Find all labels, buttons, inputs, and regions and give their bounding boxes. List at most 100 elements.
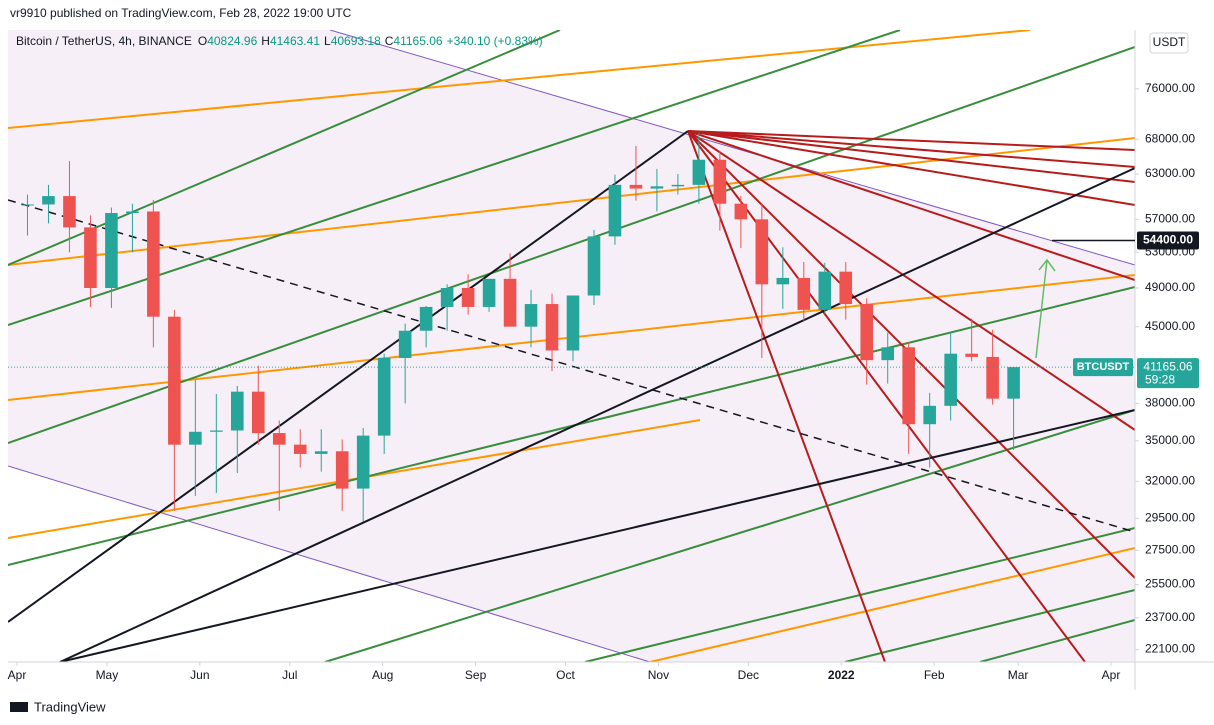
y-tick-label: 32000.00 — [1145, 474, 1195, 488]
candle-body — [189, 431, 202, 445]
candle-body — [839, 271, 853, 305]
legend-letter: O — [198, 34, 207, 48]
x-tick-label: Aug — [372, 668, 393, 682]
candle-body — [860, 304, 874, 361]
y-tick-label: 63000.00 — [1145, 166, 1195, 180]
candle-body — [923, 405, 936, 425]
candle-body — [105, 213, 118, 289]
candles — [21, 132, 1020, 522]
candle-body — [42, 196, 55, 205]
legend-letter: C — [385, 34, 394, 48]
candle-body — [965, 353, 978, 357]
legend-value: 41165.06 — [393, 34, 442, 48]
candle-body — [524, 304, 538, 327]
candle-body — [231, 391, 244, 431]
candle-body — [818, 271, 832, 310]
x-tick-label: Dec — [738, 668, 759, 682]
candle-body — [398, 330, 412, 358]
symbol: Bitcoin / TetherUS, 4h, BINANCE — [16, 34, 192, 48]
candle-body — [797, 277, 811, 310]
x-tick-label: Jul — [282, 668, 297, 682]
black-lines — [8, 130, 1135, 662]
legend-value: 40693.18 — [331, 34, 381, 48]
candle-body — [126, 211, 139, 214]
candle-body — [986, 356, 999, 399]
channel-lines — [8, 30, 1135, 662]
logo — [10, 702, 28, 712]
countdown: 59:28 — [1145, 372, 1175, 386]
candle-body — [650, 186, 664, 189]
x-tick-label: Apr — [1102, 668, 1121, 682]
arrow — [1035, 258, 1056, 359]
ohlc-legend: O 40824.96 H 41463.41 L 40693.18 C 41165.06 +340… — [198, 34, 543, 48]
candle-body — [734, 203, 748, 220]
y-tick-label: 23700.00 — [1145, 610, 1195, 624]
candle-body — [545, 304, 559, 351]
candle-body — [881, 347, 895, 361]
legend-letter: H — [261, 34, 270, 48]
header: vr9910 published on TradingView.com, Feb… — [10, 6, 352, 20]
y-tick-label: 35000.00 — [1145, 433, 1195, 447]
currency: USDT — [1153, 35, 1186, 49]
last-price-label: 41165.06 — [1143, 359, 1192, 373]
candle-body — [671, 184, 685, 187]
candle-body — [902, 347, 915, 425]
currency-button[interactable] — [1149, 32, 1189, 54]
candle-body — [713, 159, 727, 204]
candle-body — [377, 357, 391, 436]
candle-body — [755, 219, 769, 285]
candle-body — [566, 295, 580, 351]
legend-value: 40824.96 — [207, 34, 257, 48]
y-tick-label: 29500.00 — [1145, 511, 1195, 525]
candle-body — [251, 391, 265, 434]
y-tick-label: 25500.00 — [1145, 577, 1195, 591]
candle-body — [587, 236, 601, 296]
candle-body — [63, 196, 76, 228]
candle-body — [692, 159, 706, 185]
y-tick-label: 68000.00 — [1145, 131, 1195, 145]
x-tick-label: Feb — [924, 668, 945, 682]
price-axis — [1135, 30, 1214, 662]
x-tick-label: Apr — [8, 668, 27, 682]
x-tick-label: May — [96, 668, 119, 682]
y-tick-label: 57000.00 — [1145, 212, 1195, 226]
x-tick-label: Jun — [190, 668, 209, 682]
x-tick-label: 2022 — [828, 668, 855, 682]
candle-body — [944, 353, 957, 406]
x-tick-label: Oct — [556, 668, 575, 682]
candle-body — [482, 278, 496, 307]
candle-body — [210, 430, 223, 432]
change: +340.10 (+0.83%) — [447, 34, 543, 48]
x-tick-label: Sep — [465, 668, 487, 682]
footer: TradingView — [34, 699, 106, 714]
candle-body — [21, 204, 34, 206]
candle-body — [440, 288, 454, 307]
legend-value: 41463.41 — [270, 34, 320, 48]
candle-body — [419, 306, 433, 331]
last-price-bg — [1137, 358, 1199, 389]
candle-body — [503, 278, 517, 327]
y-tick-label: 49000.00 — [1145, 280, 1195, 294]
candle-body — [629, 184, 643, 189]
candle-body — [84, 227, 97, 289]
candle-body — [1007, 367, 1020, 399]
candle-body — [168, 316, 181, 445]
symbol-tag: BTCUSDT — [1077, 361, 1130, 373]
y-tick-label: 27500.00 — [1145, 542, 1195, 556]
candle-body — [608, 184, 622, 237]
candle-body — [293, 444, 307, 454]
x-tick-label: Mar — [1008, 668, 1029, 682]
legend-letter: L — [324, 34, 331, 48]
candle-body — [776, 277, 790, 285]
y-tick-label: 45000.00 — [1145, 319, 1195, 333]
x-tick-label: Nov — [648, 668, 669, 682]
y-tick-label: 76000.00 — [1145, 81, 1195, 95]
hline-label: 54400.00 — [1143, 233, 1193, 247]
y-tick-label: 38000.00 — [1145, 396, 1195, 410]
y-tick-label: 22100.00 — [1145, 642, 1195, 656]
hline-label-bg — [1137, 231, 1199, 250]
candle-body — [272, 433, 286, 445]
candle-body — [461, 288, 475, 307]
